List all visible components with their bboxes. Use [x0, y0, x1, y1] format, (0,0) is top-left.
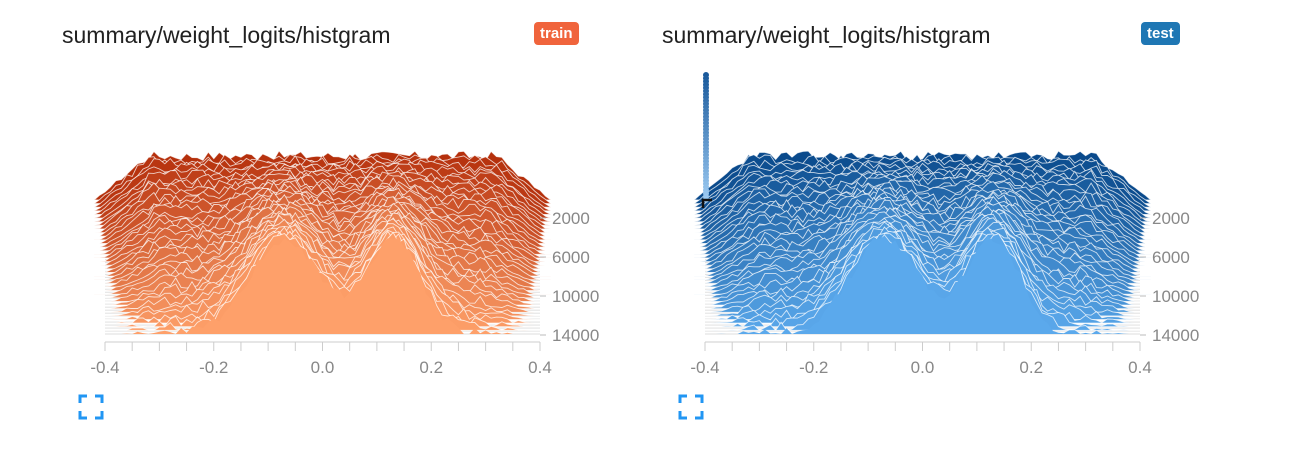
- y-tick-label: 6000: [552, 248, 590, 267]
- x-tick-label: 0.2: [1019, 358, 1043, 377]
- histogram-chart[interactable]: 2000 6000 10000 14000 -0.4 -0.2 0.0 0.2 0.4: [662, 0, 1262, 390]
- card-title: summary/weight_logits/histgram: [662, 22, 991, 48]
- hover-marker: [701, 198, 712, 208]
- x-tick-label: -0.2: [799, 358, 828, 377]
- x-tick-label: 0.0: [911, 358, 935, 377]
- fullscreen-expand-icon[interactable]: [678, 394, 704, 420]
- histogram-slice: [94, 237, 551, 334]
- card-title: summary/weight_logits/histgram: [62, 22, 391, 48]
- y-tick-label: 6000: [1152, 248, 1190, 267]
- y-tick-label: 10000: [552, 287, 599, 306]
- x-tick-label: 0.4: [528, 358, 552, 377]
- x-tick-label: 0.4: [1128, 358, 1152, 377]
- histogram-slice: [92, 231, 553, 331]
- y-tick-label: 2000: [552, 209, 590, 228]
- x-tick-label: -0.2: [199, 358, 228, 377]
- run-badge: train: [534, 22, 579, 45]
- y-tick-label: 10000: [1152, 287, 1199, 306]
- y-tick-label: 14000: [1152, 326, 1199, 345]
- x-tick-label: 0.2: [419, 358, 443, 377]
- y-tick-label: 2000: [1152, 209, 1190, 228]
- fullscreen-expand-icon[interactable]: [78, 394, 104, 420]
- x-tick-label: -0.4: [90, 358, 119, 377]
- run-badge: test: [1141, 22, 1180, 45]
- histogram-card-test: summary/weight_logits/histgram test 2000…: [662, 0, 1262, 464]
- histogram-slice: [694, 235, 1151, 334]
- x-tick-label: 0.0: [311, 358, 335, 377]
- x-tick-label: -0.4: [690, 358, 719, 377]
- histogram-chart[interactable]: 2000 6000 10000 14000 -0.4 -0.2 0.0 0.2 0.4: [62, 0, 662, 390]
- histogram-card-train: summary/weight_logits/histgram train 200…: [62, 0, 662, 464]
- y-tick-label: 14000: [552, 326, 599, 345]
